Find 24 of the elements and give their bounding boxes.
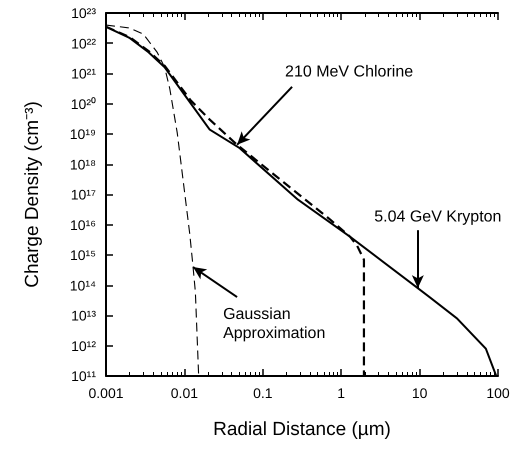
y-tick-label: 10¹⁴ <box>70 277 96 294</box>
annotation: 210 MeV Chlorine <box>285 63 414 80</box>
y-tick-label: 10¹⁷ <box>70 186 96 202</box>
annotation: 5.04 GeV Krypton <box>374 208 502 226</box>
x-tick-label: 1 <box>337 385 346 401</box>
annotation: Gaussian Approximation <box>223 306 326 342</box>
x-tick-label: 10 <box>412 385 428 401</box>
y-tick-label: 10¹³ <box>71 308 96 324</box>
x-tick-label: 0.001 <box>88 385 124 401</box>
y-tick-label: 10²² <box>71 35 96 52</box>
y-tick-label: 10¹⁶ <box>70 216 96 233</box>
y-tick-label: 10²³ <box>71 5 96 21</box>
x-axis-title: Radial Distance (µm) <box>213 419 391 440</box>
y-tick-label: 10¹⁸ <box>70 156 96 172</box>
y-tick-label: 10²⁰ <box>70 96 96 112</box>
x-tick-label: 100 <box>486 385 510 401</box>
y-axis-title: Charge Density (cm⁻³) <box>22 101 43 288</box>
y-tick-label: 10¹⁹ <box>70 126 96 142</box>
y-tick-label: 10¹² <box>71 338 96 354</box>
y-tick-label: 10²¹ <box>71 66 96 82</box>
x-tick-label: 0.01 <box>170 385 198 401</box>
y-tick-label: 10¹¹ <box>71 368 96 384</box>
y-tick-label: 10¹⁵ <box>70 247 96 263</box>
x-tick-label: 0.1 <box>253 385 273 401</box>
